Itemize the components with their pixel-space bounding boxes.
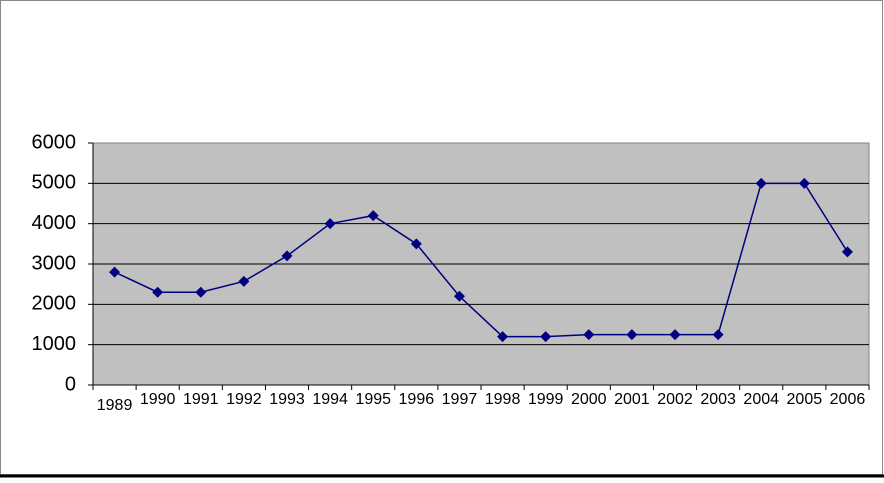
x-tick-label: 1994 (312, 391, 348, 408)
x-tick-label: 2004 (743, 391, 779, 408)
x-tick-label: 2006 (830, 391, 866, 408)
x-tick-label: 1989 (97, 397, 133, 414)
data-line (114, 182, 849, 338)
y-tick-label: 2000 (32, 293, 77, 315)
data-point (540, 331, 552, 343)
y-tick-label: 4000 (32, 212, 77, 234)
x-tick-label: 2000 (571, 391, 607, 408)
data-point (195, 286, 207, 298)
x-tick-label: 1991 (183, 391, 219, 408)
y-tick-label: 1000 (32, 333, 77, 355)
data-point (798, 177, 810, 189)
data-point (583, 329, 595, 341)
data-point (497, 331, 509, 343)
data-point (712, 329, 724, 341)
data-point (238, 275, 250, 287)
x-tick-label: 2001 (614, 391, 650, 408)
data-point (669, 329, 681, 341)
data-point (410, 238, 422, 250)
x-tick-label: 1992 (226, 391, 262, 408)
data-point (755, 177, 767, 189)
data-point (324, 218, 336, 230)
y-tick-label: 3000 (32, 252, 77, 274)
data-point (841, 246, 853, 258)
x-tick-label: 2002 (657, 391, 693, 408)
data-point (453, 290, 465, 302)
x-tick-label: 1997 (442, 391, 478, 408)
x-tick-label: 2003 (700, 391, 736, 408)
x-tick-label: 1993 (269, 391, 305, 408)
data-point (626, 329, 638, 341)
data-point (281, 250, 293, 262)
y-tick-label: 6000 (32, 131, 77, 153)
x-tick-label: 2005 (787, 391, 823, 408)
data-point (109, 266, 121, 278)
x-tick-label: 1990 (140, 391, 176, 408)
y-tick-label: 5000 (32, 172, 77, 194)
x-tick-label: 1996 (399, 391, 435, 408)
data-point (152, 286, 164, 298)
data-point (367, 210, 379, 222)
x-tick-label: 1995 (355, 391, 391, 408)
x-tick-label: 1999 (528, 391, 564, 408)
x-tick-label: 1998 (485, 391, 521, 408)
y-tick-label: 0 (65, 373, 76, 395)
